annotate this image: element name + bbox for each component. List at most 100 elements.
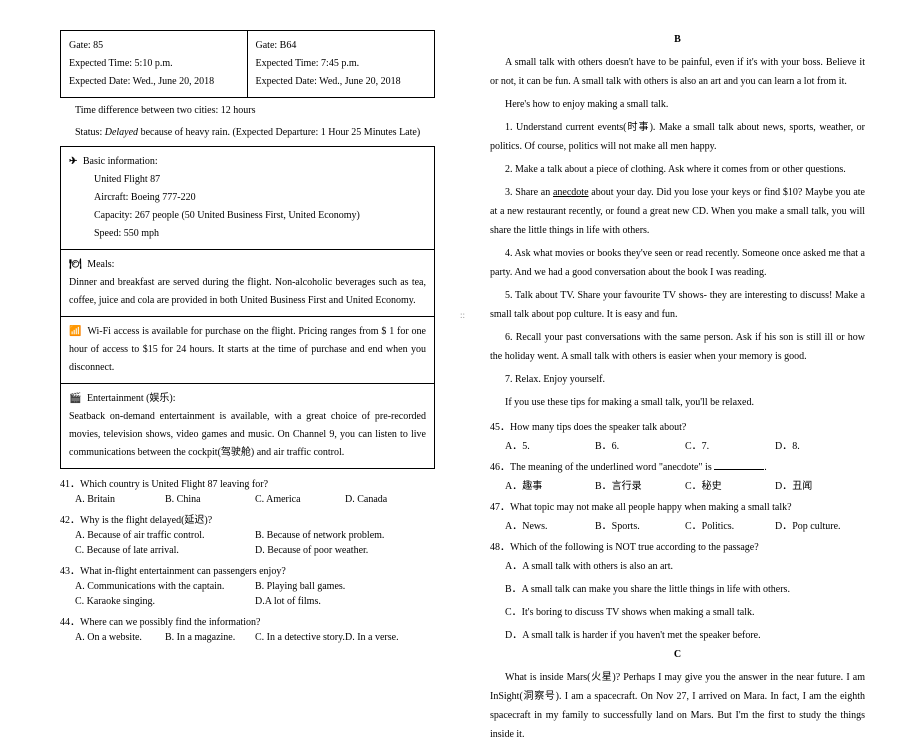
opt: B. In a magazine. [165,632,255,643]
para: Here's how to enjoy making a small talk. [490,95,865,114]
opt: B. Playing ball games. [255,581,435,592]
opt: D．Pop culture. [775,517,865,532]
q42-opts2: C. Because of late arrival. D. Because o… [75,545,435,556]
plane-icon: ✈ [69,156,77,167]
q43-opts2: C. Karaoke singing. D.A lot of films. [75,596,435,607]
q43: 43．What in-flight entertainment can pass… [60,562,435,577]
para: A small talk with others doesn't have to… [490,53,865,91]
opt: A. Communications with the captain. [75,581,255,592]
txt: Wi-Fi access is available for purchase o… [69,326,426,373]
txt: because of heavy rain. (Expected Departu… [138,127,420,138]
opt: A．A small talk with others is also an ar… [505,557,865,576]
info-box: ✈ Basic information: United Flight 87 Ai… [60,146,435,469]
opt: D．8. [775,437,865,452]
arr-cell: Gate: B64 Expected Time: 7:45 p.m. Expec… [248,31,435,97]
txt: United Flight 87 [94,171,426,189]
opt: B. Because of network problem. [255,530,435,541]
q41: 41．Which country is United Flight 87 lea… [60,475,435,490]
dep-cell: Gate: 85 Expected Time: 5:10 p.m. Expect… [61,31,248,97]
para: 2. Make a talk about a piece of clothing… [490,160,865,179]
q44-opts: A. On a website. B. In a magazine. C. In… [75,632,435,643]
para: 4. Ask what movies or books they've seen… [490,244,865,282]
txt: 3. Share an [505,187,553,198]
opt: D. Because of poor weather. [255,545,435,556]
para: 5. Talk about TV. Share your favourite T… [490,286,865,324]
para: What is inside Mars(火星)? Perhaps I may g… [490,668,865,744]
txt: Expected Time: 5:10 p.m. [69,55,239,73]
meals-sec: 🍽 Meals: Dinner and breakfast are served… [61,250,434,317]
q45: 45．How many tips does the speaker talk a… [490,418,865,433]
q43-opts: A. Communications with the captain. B. P… [75,581,435,592]
opt: D. Canada [345,494,435,505]
opt: C．Politics. [685,517,775,532]
q48: 48．Which of the following is NOT true ac… [490,538,865,553]
q42: 42．Why is the flight delayed(延迟)? [60,511,435,526]
opt: D.A lot of films. [255,596,435,607]
txt: 46．The meaning of the underlined word "a… [490,462,714,473]
opt: D. In a verse. [345,632,435,643]
opt: C. America [255,494,345,505]
anecdote-word: anecdote [553,187,589,198]
opt: B．言行录 [595,477,685,492]
opt: A．趣事 [505,477,595,492]
opt: A. Britain [75,494,165,505]
txt: Entertainment (娱乐): [87,393,176,404]
para: 1. Understand current events(时事). Make a… [490,118,865,156]
opt: C．It's boring to discuss TV shows when m… [505,603,865,622]
opt: B．A small talk can make you share the li… [505,580,865,599]
txt: Meals: [87,259,114,270]
section-b-title: B [490,34,865,45]
q47: 47．What topic may not make all people ha… [490,498,865,513]
txt: Expected Date: Wed., June 20, 2018 [69,73,239,91]
txt: Capacity: 267 people (50 United Business… [94,207,426,225]
wifi-icon: 📶 [69,326,82,337]
opt: C．秘史 [685,477,775,492]
txt: Gate: B64 [256,37,427,55]
opt: B. China [165,494,255,505]
right-column: B A small talk with others doesn't have … [460,0,920,651]
q41-opts: A. Britain B. China C. America D. Canada [75,494,435,505]
para: 6. Recall your past conversations with t… [490,328,865,366]
opt: A．News. [505,517,595,532]
ent-icon: 🎬 [69,393,81,404]
txt: Speed: 550 mph [94,225,426,243]
opt: C. Karaoke singing. [75,596,255,607]
opt: B．6. [595,437,685,452]
opt: A．5. [505,437,595,452]
q44: 44．Where can we possibly find the inform… [60,613,435,628]
opt: A. Because of air traffic control. [75,530,255,541]
opt: C. Because of late arrival. [75,545,255,556]
opt: A. On a website. [75,632,165,643]
q45-opts: A．5. B．6. C．7. D．8. [505,437,865,452]
para: 7. Relax. Enjoy yourself. [490,370,865,389]
txt: Basic information: [83,156,158,167]
opt: C．7. [685,437,775,452]
status-line: Status: Delayed because of heavy rain. (… [75,124,435,142]
txt: Status: [75,127,105,138]
txt: Dinner and breakfast are served during t… [69,274,426,310]
opt: B．Sports. [595,517,685,532]
opt: D．A small talk is harder if you haven't … [505,626,865,645]
left-column: Gate: 85 Expected Time: 5:10 p.m. Expect… [0,0,460,651]
blank [714,469,764,470]
txt: Seatback on-demand entertainment is avai… [69,408,426,462]
ent-sec: 🎬 Entertainment (娱乐): Seatback on-demand… [61,384,434,468]
para: If you use these tips for making a small… [490,393,865,412]
txt: Expected Time: 7:45 p.m. [256,55,427,73]
para: 3. Share an anecdote about your day. Did… [490,183,865,240]
q42-opts: A. Because of air traffic control. B. Be… [75,530,435,541]
time-diff: Time difference between two cities: 12 h… [75,102,435,120]
txt: Delayed [105,127,138,138]
side-marker: :: [460,310,465,320]
q46: 46．The meaning of the underlined word "a… [490,458,865,473]
txt: Gate: 85 [69,37,239,55]
txt: Aircraft: Boeing 777-220 [94,189,426,207]
wifi-sec: 📶 Wi-Fi access is available for purchase… [61,317,434,384]
q46-opts: A．趣事 B．言行录 C．秘史 D．丑闻 [505,477,865,492]
meals-icon: 🍽 [69,259,82,270]
gate-table: Gate: 85 Expected Time: 5:10 p.m. Expect… [60,30,435,98]
basic-sec: ✈ Basic information: United Flight 87 Ai… [61,147,434,250]
txt: Expected Date: Wed., June 20, 2018 [256,73,427,91]
opt: D．丑闻 [775,477,865,492]
q47-opts: A．News. B．Sports. C．Politics. D．Pop cult… [505,517,865,532]
